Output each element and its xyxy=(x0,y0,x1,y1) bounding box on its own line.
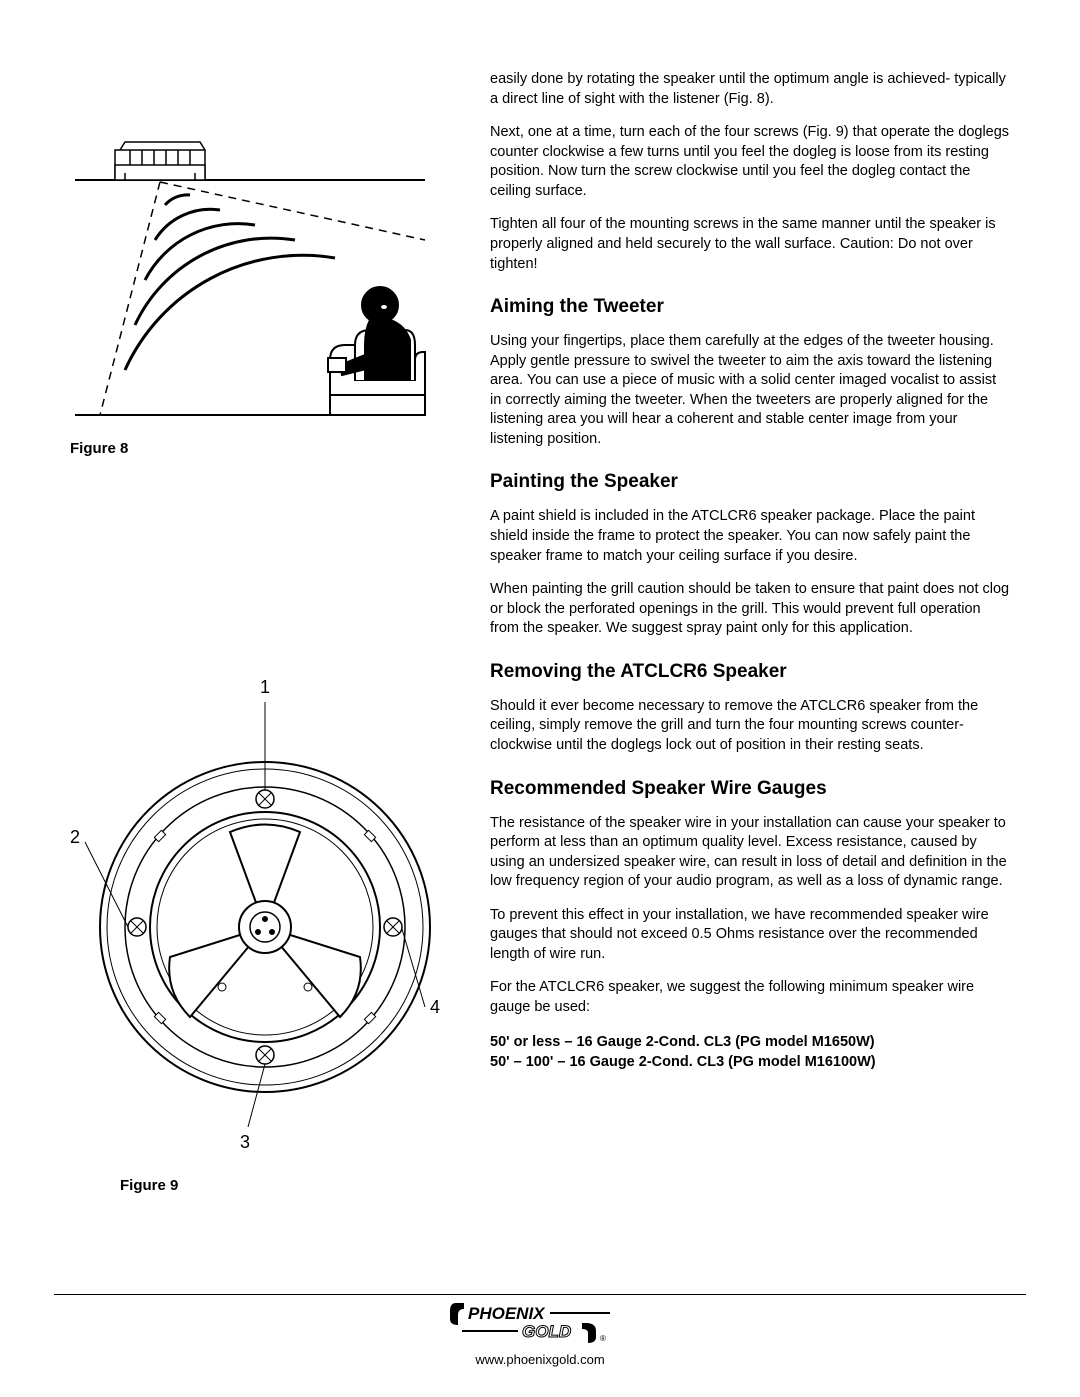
wire-paragraph-1: The resistance of the speaker wire in yo… xyxy=(490,814,1010,892)
phoenix-gold-logo: PHOENIX GOLD ® xyxy=(450,1301,630,1343)
right-column: easily done by rotating the speaker unti… xyxy=(490,70,1010,1194)
figure-9-diagram: 1 2 3 4 xyxy=(70,677,450,1157)
aiming-paragraph-1: Using your fingertips, place them carefu… xyxy=(490,332,1010,449)
logo-text-top: PHOENIX xyxy=(468,1304,546,1323)
intro-paragraph-3: Tighten all four of the mounting screws … xyxy=(490,215,1010,274)
intro-paragraph-2: Next, one at a time, turn each of the fo… xyxy=(490,123,1010,201)
wire-paragraph-3: For the ATCLCR6 speaker, we suggest the … xyxy=(490,978,1010,1017)
heading-painting: Painting the Speaker xyxy=(490,471,1010,493)
intro-paragraph-1: easily done by rotating the speaker unti… xyxy=(490,70,1010,109)
heading-removing: Removing the ATCLCR6 Speaker xyxy=(490,661,1010,683)
figure-9-label-2: 2 xyxy=(70,827,80,848)
figure-9-label-1: 1 xyxy=(260,677,270,698)
page-footer: PHOENIX GOLD ® www.phoenixgold.com xyxy=(0,1294,1080,1367)
wire-paragraph-2: To prevent this effect in your installat… xyxy=(490,906,1010,965)
heading-aiming: Aiming the Tweeter xyxy=(490,296,1010,318)
figure-9-caption: Figure 9 xyxy=(120,1177,450,1194)
footer-url: www.phoenixgold.com xyxy=(0,1352,1080,1367)
figure-8-caption: Figure 8 xyxy=(70,440,450,457)
figure-9-label-4: 4 xyxy=(430,997,440,1018)
footer-divider xyxy=(54,1294,1026,1295)
painting-paragraph-2: When painting the grill caution should b… xyxy=(490,580,1010,639)
figure-8-svg xyxy=(70,130,430,420)
wire-spec-2: 50' – 100' – 16 Gauge 2-Cond. CL3 (PG mo… xyxy=(490,1052,1010,1072)
svg-text:®: ® xyxy=(600,1334,606,1343)
figure-8-diagram xyxy=(70,130,430,420)
figure-9-svg xyxy=(70,677,450,1157)
wire-spec-1: 50' or less – 16 Gauge 2-Cond. CL3 (PG m… xyxy=(490,1032,1010,1052)
left-column: Figure 8 1 2 3 4 xyxy=(70,70,450,1194)
painting-paragraph-1: A paint shield is included in the ATCLCR… xyxy=(490,507,1010,566)
heading-wire: Recommended Speaker Wire Gauges xyxy=(490,778,1010,800)
page-container: Figure 8 1 2 3 4 xyxy=(0,0,1080,1234)
removing-paragraph-1: Should it ever become necessary to remov… xyxy=(490,697,1010,756)
figure-9-label-3: 3 xyxy=(240,1132,250,1153)
logo-text-bottom: GOLD xyxy=(522,1322,571,1341)
